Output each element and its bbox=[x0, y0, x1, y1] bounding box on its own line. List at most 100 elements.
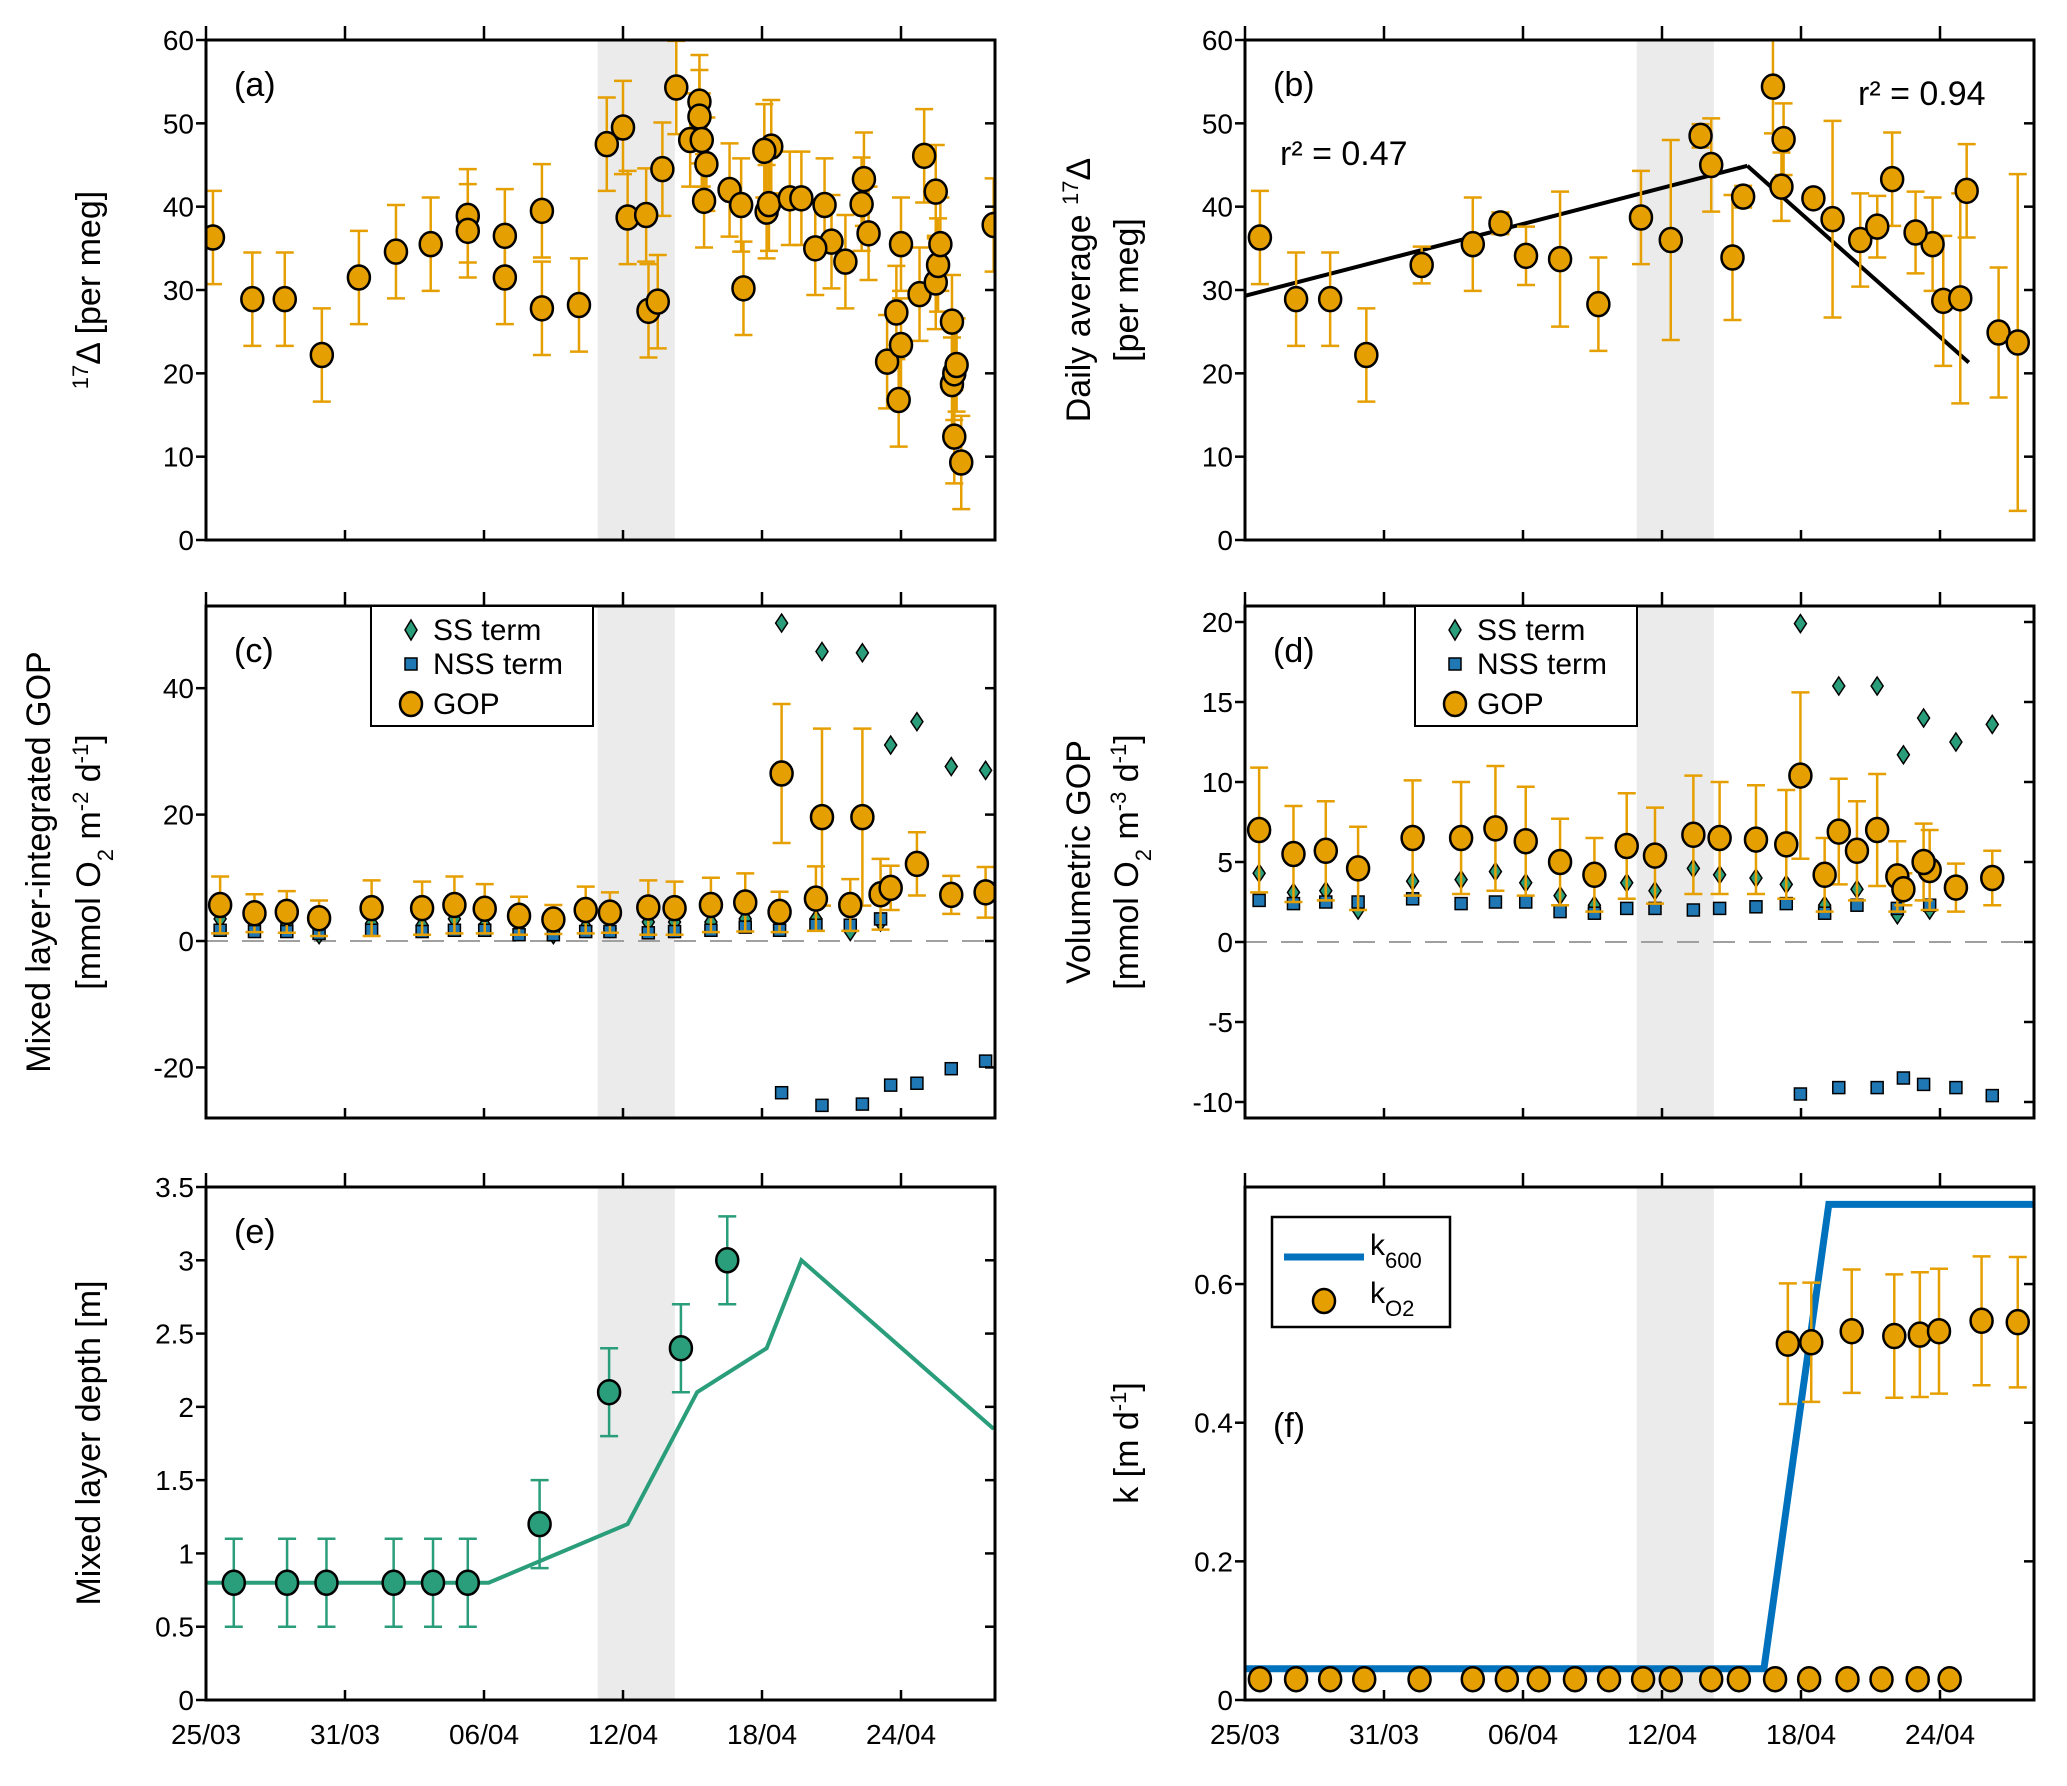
x-tick-label: 12/04 bbox=[588, 1719, 658, 1750]
data-point bbox=[1354, 341, 1379, 369]
y-axis-label-c-line1: Mixed layer-integrated GOP bbox=[20, 651, 58, 1072]
nss-term-point bbox=[1870, 1080, 1884, 1095]
data-point bbox=[455, 217, 481, 245]
y-tick-label: 1 bbox=[178, 1538, 194, 1569]
data-point bbox=[2005, 1308, 2031, 1336]
data-point bbox=[573, 896, 598, 924]
data-point bbox=[904, 850, 930, 878]
data-point bbox=[803, 885, 829, 912]
data-point bbox=[1796, 1665, 1822, 1693]
y-tick-label: 50 bbox=[163, 108, 194, 139]
data-point bbox=[849, 190, 874, 218]
nss-term-point bbox=[910, 1076, 924, 1090]
data-point bbox=[645, 288, 670, 315]
y-tick-label: 10 bbox=[163, 442, 194, 473]
plot-area bbox=[1245, 606, 2034, 1118]
data-point bbox=[756, 190, 782, 218]
data-point bbox=[1688, 122, 1713, 150]
data-point bbox=[728, 191, 754, 219]
y-axis-label-d-line1: Volumetric GOP bbox=[1060, 740, 1098, 984]
data-point bbox=[1905, 1665, 1930, 1693]
data-point bbox=[381, 1569, 406, 1596]
data-point bbox=[833, 248, 858, 275]
data-point bbox=[1448, 824, 1474, 852]
data-point bbox=[973, 879, 995, 906]
data-point bbox=[1882, 1322, 1907, 1350]
data-point bbox=[939, 308, 965, 335]
nss-term-point bbox=[1712, 901, 1727, 916]
x-tick-label: 31/03 bbox=[1349, 1719, 1419, 1750]
y-tick-label: 10 bbox=[1202, 442, 1233, 473]
legend-ko2-label: kO2 bbox=[1370, 1277, 1414, 1321]
x-tick-label: 24/04 bbox=[866, 1719, 936, 1750]
data-point bbox=[597, 899, 623, 926]
data-point bbox=[1937, 1665, 1962, 1693]
data-point bbox=[689, 126, 715, 154]
y-axis-label-b-line1: Daily average 17Δ bbox=[1058, 158, 1099, 423]
data-point bbox=[1698, 151, 1724, 179]
nss-term-point bbox=[855, 1097, 870, 1111]
data-point bbox=[610, 114, 636, 141]
data-point bbox=[1642, 842, 1668, 869]
data-point bbox=[1246, 816, 1272, 844]
y-axis-label-d-line2: [mmol O2 m-3 d-1] bbox=[1106, 734, 1156, 989]
y-tick-label: 0 bbox=[178, 926, 194, 957]
x-tick-label: 06/04 bbox=[449, 1719, 519, 1750]
data-point bbox=[527, 1510, 552, 1538]
data-point bbox=[767, 898, 792, 926]
x-tick-label: 06/04 bbox=[1488, 1719, 1558, 1750]
data-point bbox=[506, 902, 532, 929]
y-tick-label: 50 bbox=[1202, 108, 1233, 139]
nss-term-point bbox=[978, 1054, 993, 1068]
data-point bbox=[492, 222, 518, 250]
y-tick-label: 20 bbox=[1202, 358, 1233, 389]
panel-d: -10 -5 0 5 10 15 20 (d) bbox=[1193, 592, 2036, 1120]
data-point bbox=[1726, 1665, 1752, 1693]
panel-a: 0 10 20 30 40 50 60 (a) bbox=[163, 25, 997, 556]
y-tick-label: 3 bbox=[178, 1245, 194, 1276]
plot-area bbox=[1245, 40, 2031, 540]
data-point bbox=[1943, 874, 1969, 901]
nss-term-point bbox=[944, 1061, 959, 1076]
data-point bbox=[529, 197, 555, 225]
ss-term-point bbox=[1831, 675, 1846, 697]
data-point bbox=[928, 230, 953, 258]
legend-ss-label: SS term bbox=[433, 614, 541, 647]
data-point bbox=[698, 891, 724, 919]
y-tick-label: 40 bbox=[163, 192, 194, 223]
data-point bbox=[1562, 1665, 1588, 1693]
mld-line bbox=[206, 1256, 995, 1585]
data-point bbox=[207, 891, 233, 919]
data-point bbox=[420, 1569, 446, 1596]
plot-area bbox=[206, 1187, 995, 1700]
y-tick-label: -5 bbox=[1208, 1007, 1233, 1038]
data-point bbox=[1483, 815, 1508, 842]
data-point bbox=[715, 1247, 740, 1274]
data-point bbox=[1526, 1665, 1552, 1693]
data-point bbox=[1760, 73, 1786, 100]
data-point bbox=[1351, 1665, 1377, 1693]
data-point bbox=[886, 386, 911, 414]
ss-term-point bbox=[1916, 707, 1931, 729]
data-point bbox=[944, 351, 969, 379]
data-point bbox=[1313, 837, 1339, 865]
data-point bbox=[1547, 848, 1573, 876]
data-point bbox=[1847, 226, 1873, 254]
data-point bbox=[1681, 821, 1706, 849]
y-tick-label: -20 bbox=[154, 1052, 194, 1083]
data-point bbox=[1986, 319, 2011, 346]
data-point bbox=[633, 201, 659, 229]
nss-term-point bbox=[1832, 1080, 1846, 1095]
panel-c: -20 0 20 40 (c) bbox=[154, 592, 997, 1120]
data-point bbox=[359, 894, 384, 922]
data-point bbox=[1839, 1317, 1864, 1345]
panel-label: (f) bbox=[1273, 1407, 1305, 1445]
data-point bbox=[874, 348, 900, 375]
shaded-period bbox=[597, 606, 675, 1118]
data-point bbox=[306, 905, 332, 932]
data-point bbox=[1658, 1665, 1684, 1693]
data-point bbox=[888, 331, 914, 359]
nss-term-point bbox=[1896, 1071, 1911, 1085]
